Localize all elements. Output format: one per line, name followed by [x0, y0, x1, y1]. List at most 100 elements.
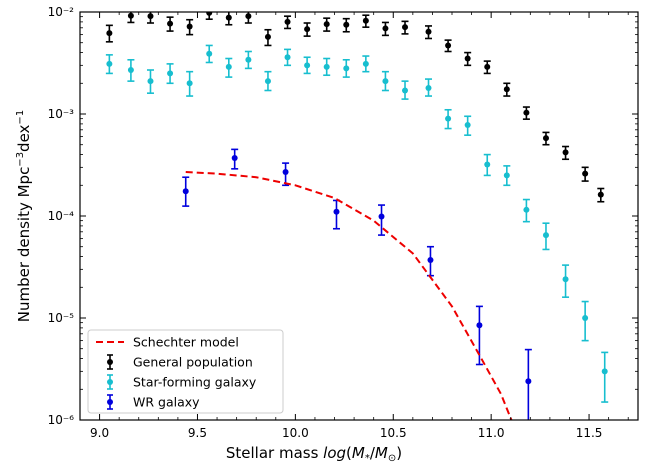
data-point — [105, 54, 113, 75]
data-point — [205, 44, 213, 64]
marker — [503, 172, 510, 179]
legend-item: WR galaxy — [107, 394, 200, 410]
x-axis-label: Stellar mass log(M*/M⊙) — [226, 444, 402, 464]
x-tick-label: 11.5 — [576, 426, 603, 440]
data-point — [323, 57, 331, 77]
data-point — [225, 12, 233, 26]
data-point — [146, 69, 154, 94]
marker — [231, 155, 238, 162]
legend-label: General population — [133, 355, 253, 370]
marker — [127, 67, 134, 74]
legend-label: Schechter model — [133, 335, 239, 350]
marker — [484, 63, 491, 70]
marker — [425, 28, 432, 35]
series-general-population — [105, 12, 605, 203]
data-point — [323, 17, 331, 32]
y-tick-label: 10⁻⁴ — [48, 209, 75, 223]
data-point — [464, 51, 472, 67]
data-point — [244, 50, 252, 70]
marker — [284, 54, 291, 61]
marker — [323, 21, 330, 28]
series-star-forming-galaxy — [105, 44, 609, 403]
data-point — [425, 25, 433, 40]
marker — [343, 21, 350, 28]
marker — [402, 87, 409, 94]
marker — [362, 60, 369, 67]
marker — [282, 169, 289, 176]
marker — [245, 13, 252, 20]
data-point — [378, 204, 386, 236]
legend: Schechter model General population Star-fo… — [87, 329, 284, 414]
marker — [427, 257, 434, 264]
marker — [382, 78, 389, 85]
legend-label: WR galaxy — [133, 395, 200, 410]
legend-swatch-marker — [107, 399, 113, 405]
data-point — [503, 82, 511, 97]
marker — [484, 161, 491, 168]
data-point — [362, 55, 370, 73]
data-point — [483, 60, 491, 75]
marker — [284, 18, 291, 25]
y-tick-label: 10⁻² — [48, 5, 75, 19]
series-schechter-model — [185, 171, 513, 420]
data-point — [264, 28, 272, 47]
marker — [382, 25, 389, 32]
marker — [186, 23, 193, 30]
marker — [206, 12, 213, 16]
marker — [323, 63, 330, 70]
data-point — [205, 12, 213, 20]
data-point — [444, 108, 452, 130]
data-point — [401, 20, 409, 35]
data-point — [264, 70, 272, 92]
legend-item: General population — [107, 354, 253, 370]
data-point — [342, 58, 350, 78]
data-point — [166, 16, 174, 32]
legend-label: Star-forming galaxy — [133, 375, 257, 390]
data-point — [225, 57, 233, 78]
marker — [503, 86, 510, 93]
data-point — [127, 58, 135, 82]
y-axis-label: Number density Mpc−3dex−1 — [15, 110, 33, 322]
marker — [523, 109, 530, 116]
x-tick-label: 10.0 — [282, 426, 309, 440]
marker — [167, 20, 174, 27]
marker — [542, 232, 549, 239]
marker — [523, 206, 530, 213]
marker — [464, 122, 471, 129]
marker — [597, 191, 604, 198]
marker — [264, 78, 271, 85]
data-point — [426, 245, 434, 277]
data-point — [342, 17, 350, 33]
marker — [378, 213, 385, 220]
marker — [147, 78, 154, 85]
data-point — [186, 70, 194, 97]
legend-swatch-marker — [107, 379, 113, 385]
data-point — [127, 12, 135, 24]
marker — [225, 63, 232, 70]
data-point — [303, 22, 311, 37]
x-axis: 9.0 9.5 10.0 10.5 11.0 11.5 — [90, 12, 629, 440]
marker — [206, 50, 213, 57]
data-point — [425, 78, 433, 97]
data-point — [105, 24, 113, 43]
marker — [601, 368, 608, 375]
marker — [464, 55, 471, 62]
marker — [562, 149, 569, 156]
marker — [445, 115, 452, 122]
legend-swatch-marker — [107, 359, 113, 365]
marker — [582, 170, 589, 177]
marker — [304, 26, 311, 33]
data-point — [231, 148, 239, 170]
marker — [182, 188, 189, 195]
marker — [106, 30, 113, 37]
marker — [186, 80, 193, 87]
data-point — [542, 131, 550, 146]
data-point — [182, 176, 190, 207]
marker — [106, 60, 113, 67]
series-wr-galaxy — [182, 148, 532, 420]
marker — [225, 14, 232, 21]
y-tick-label: 10⁻⁶ — [48, 413, 75, 427]
data-point — [381, 21, 389, 37]
marker — [542, 135, 549, 142]
